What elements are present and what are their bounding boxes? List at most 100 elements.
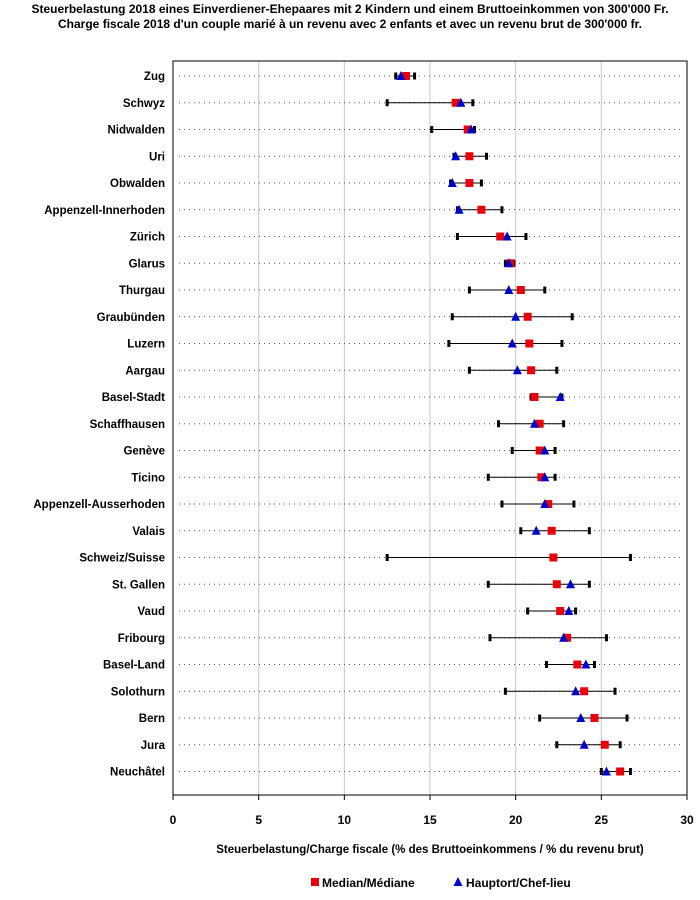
range-max-cap	[553, 473, 557, 481]
median-marker	[516, 286, 525, 294]
range-min-cap	[486, 473, 490, 481]
range-min-cap	[385, 554, 389, 561]
median-marker	[537, 473, 546, 482]
range-min-cap	[467, 286, 471, 294]
hauptort-marker	[540, 499, 550, 508]
category-label: Ticino	[131, 472, 165, 484]
legend-median-label: Median/Médiane	[322, 876, 415, 890]
x-axis: 0 5 10 15 20 25 30	[170, 795, 694, 827]
median-marker	[465, 152, 474, 161]
range-min-cap	[519, 527, 523, 535]
range-min-cap	[503, 259, 507, 267]
category-label: Neuchâtel	[110, 767, 165, 779]
x-tick-label: 30	[680, 813, 694, 827]
range-min-cap	[538, 714, 542, 722]
legend-hauptort-marker	[453, 877, 463, 886]
x-tick-label: 10	[338, 813, 352, 827]
legend-hauptort-label: Hauptort/Chef-lieu	[466, 876, 571, 890]
hauptort-marker	[456, 97, 466, 107]
category-label: Nidwalden	[107, 125, 165, 137]
range-min-cap	[450, 313, 454, 321]
category-label: St. Gallen	[112, 579, 165, 591]
hauptort-marker	[565, 579, 575, 589]
hauptort-marker	[601, 766, 611, 776]
hauptort-marker	[559, 632, 569, 642]
hauptort-marker	[454, 204, 464, 214]
category-label: Thurgau	[119, 285, 165, 297]
range-max-cap	[613, 687, 617, 695]
category-label: Glarus	[129, 258, 165, 270]
range-max-cap	[628, 554, 632, 561]
range-min-cap	[500, 500, 504, 508]
category-label: Jura	[141, 740, 166, 752]
x-tick-label: 15	[423, 813, 437, 827]
range-min-cap	[555, 741, 559, 749]
x-axis-label: Steuerbelastung/Charge fiscale (% des Br…	[216, 844, 644, 856]
legend: Median/Médiane Hauptort/Chef-lieu	[311, 876, 571, 890]
median-marker	[544, 500, 553, 508]
median-marker	[496, 232, 505, 241]
hauptort-marker	[507, 338, 517, 348]
category-label: Genève	[123, 446, 165, 458]
hauptort-marker	[396, 71, 406, 80]
range-max-cap	[479, 179, 483, 187]
hauptort-marker	[571, 686, 581, 696]
range-max-cap	[555, 366, 559, 374]
median-marker	[530, 393, 539, 401]
median-marker	[525, 339, 534, 348]
category-label: Uri	[149, 151, 165, 163]
median-marker	[535, 446, 544, 455]
hauptort-marker	[576, 713, 586, 722]
median-marker	[523, 312, 532, 321]
category-label: Basel-Land	[103, 660, 165, 672]
hauptort-marker	[512, 365, 522, 375]
hauptort-marker	[540, 445, 550, 455]
median-marker	[465, 179, 474, 187]
median-marker	[600, 740, 609, 749]
category-label: Graubünden	[97, 312, 165, 324]
category-label: Vaud	[138, 606, 165, 618]
x-tick-label: 5	[255, 813, 262, 827]
range-min-cap	[385, 99, 389, 107]
chart-title: Steuerbelastung 2018 eines Einverdiener-…	[31, 2, 668, 16]
hauptort-marker	[502, 231, 512, 241]
category-label: Schweiz/Suisse	[79, 553, 165, 565]
category-label: Valais	[132, 526, 165, 538]
category-label: Zug	[144, 71, 165, 83]
category-label: Appenzell-Innerhoden	[44, 205, 165, 217]
data-rows: Zug Schwyz Nidwalden Uri Obwalden Appenzell-I…	[33, 71, 683, 779]
range-max-cap	[553, 447, 557, 454]
chart-subtitle: Charge fiscale 2018 d'un couple marié à …	[58, 17, 642, 31]
range-min-cap	[497, 420, 501, 428]
median-marker	[590, 714, 599, 722]
hauptort-marker	[451, 151, 461, 161]
hauptort-marker	[579, 739, 589, 749]
range-min-cap	[503, 687, 507, 695]
median-marker	[535, 419, 544, 428]
range-min-cap	[599, 768, 603, 775]
legend-median-marker	[311, 878, 319, 886]
hauptort-marker	[564, 606, 574, 615]
category-label: Fribourg	[118, 633, 165, 645]
median-marker	[549, 553, 558, 562]
range-min-cap	[510, 447, 514, 454]
median-marker	[556, 607, 565, 615]
category-label: Zürich	[130, 232, 165, 244]
hauptort-marker	[530, 418, 540, 428]
range-max-cap	[587, 580, 591, 588]
hauptort-marker	[504, 258, 514, 268]
x-tick-label: 0	[170, 813, 177, 827]
range-max-cap	[628, 768, 632, 775]
median-marker	[547, 526, 556, 535]
category-label: Appenzell-Ausserhoden	[33, 499, 165, 511]
category-label: Solothurn	[111, 686, 165, 698]
hauptort-marker	[466, 124, 476, 134]
range-max-cap	[500, 206, 504, 214]
median-marker	[616, 767, 625, 776]
category-label: Schaffhausen	[90, 419, 165, 431]
range-max-cap	[473, 126, 477, 133]
x-tick-label: 20	[509, 813, 523, 827]
range-max-cap	[471, 99, 475, 107]
range-max-cap	[560, 340, 564, 347]
